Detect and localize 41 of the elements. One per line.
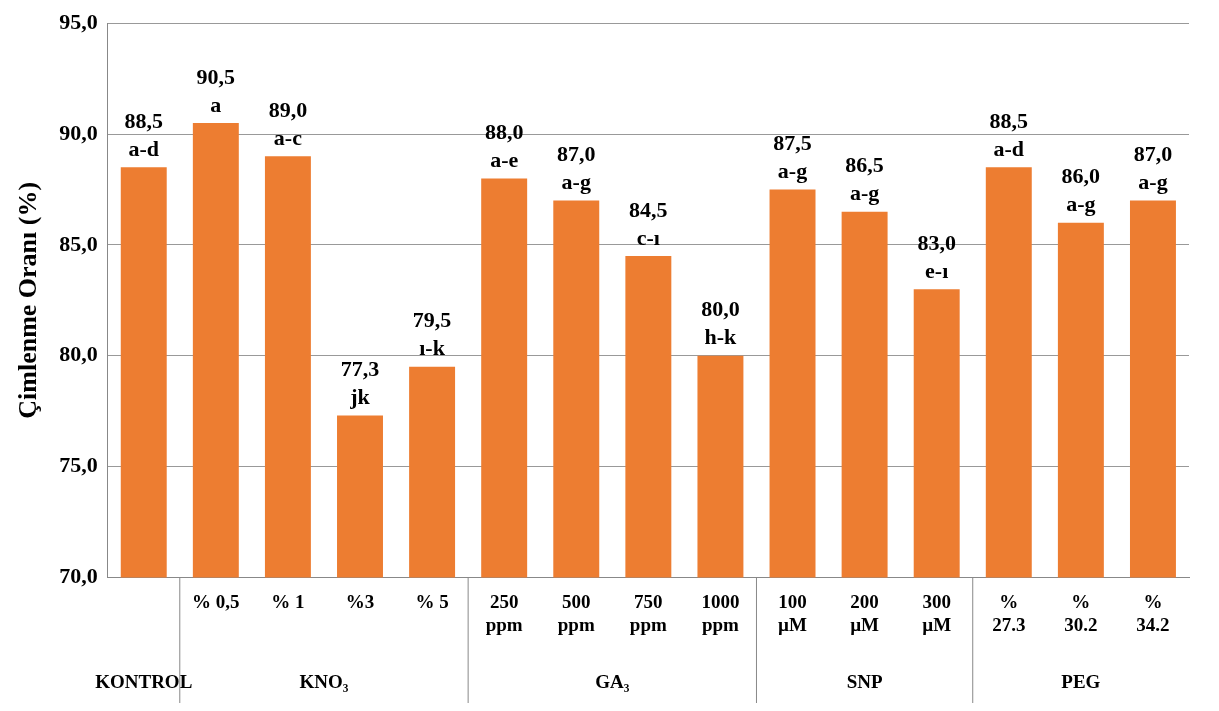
text: KONTROL [95,670,193,692]
data-label: 86,0 a-g [1061,163,1101,217]
text: GA₃ [595,670,630,692]
data-label: 83,0 e-ı [917,229,956,283]
x-tick-label: 250 ppm [485,590,523,635]
x-tick-label: 300 µM [922,590,952,635]
y-tick-label: 80,0 [59,341,98,367]
x-tick-label: 750 ppm [629,590,667,635]
x-tick-label: % 34.2 [1136,590,1170,635]
x-tick-label: 500 ppm [557,590,595,635]
x-tick-label: % 5 [415,590,449,612]
data-label: 86,5 a-g [845,152,884,206]
data-label: 80,0 h-k [701,296,740,350]
y-tick-label: 70,0 [59,563,98,589]
data-label: 88,5 a-d [124,107,163,161]
data-label: 79,5 ı-k [412,307,452,361]
data-label: 89,0 a-c [268,96,308,150]
y-tick-label: 75,0 [59,452,98,478]
data-label: 77,3 jk [340,356,380,410]
data-label: 88,0 a-e [484,119,524,173]
x-tick-label: % 1 [271,590,305,612]
x-tick-label: % 30.2 [1064,590,1098,635]
x-tick-label: 1000 ppm [701,590,740,635]
data-label: 88,5 a-d [989,107,1029,161]
data-label: 84,5 c-ı [629,196,668,250]
data-label: 87,0 a-g [1133,141,1173,195]
y-tick-label: 90,0 [59,119,98,145]
y-axis-title: Çimlenme Oranı (%) [13,181,43,419]
y-tick-label: 85,0 [59,230,98,256]
data-label: 90,5 a [196,63,236,117]
text: PEG [1061,670,1101,692]
x-tick-label: % 27.3 [992,590,1026,635]
x-tick-label: 100 µM [778,590,808,635]
x-tick-label: 200 µM [850,590,880,635]
data-label: 87,0 a-g [557,141,596,195]
y-tick-label: 95,0 [59,8,98,34]
x-tick-label: % 0,5 [192,590,240,612]
text: SNP [846,670,883,692]
x-tick-label: %3 [345,590,375,612]
data-label: 87,5 a-g [773,130,812,184]
text: KNO₃ [299,670,349,692]
